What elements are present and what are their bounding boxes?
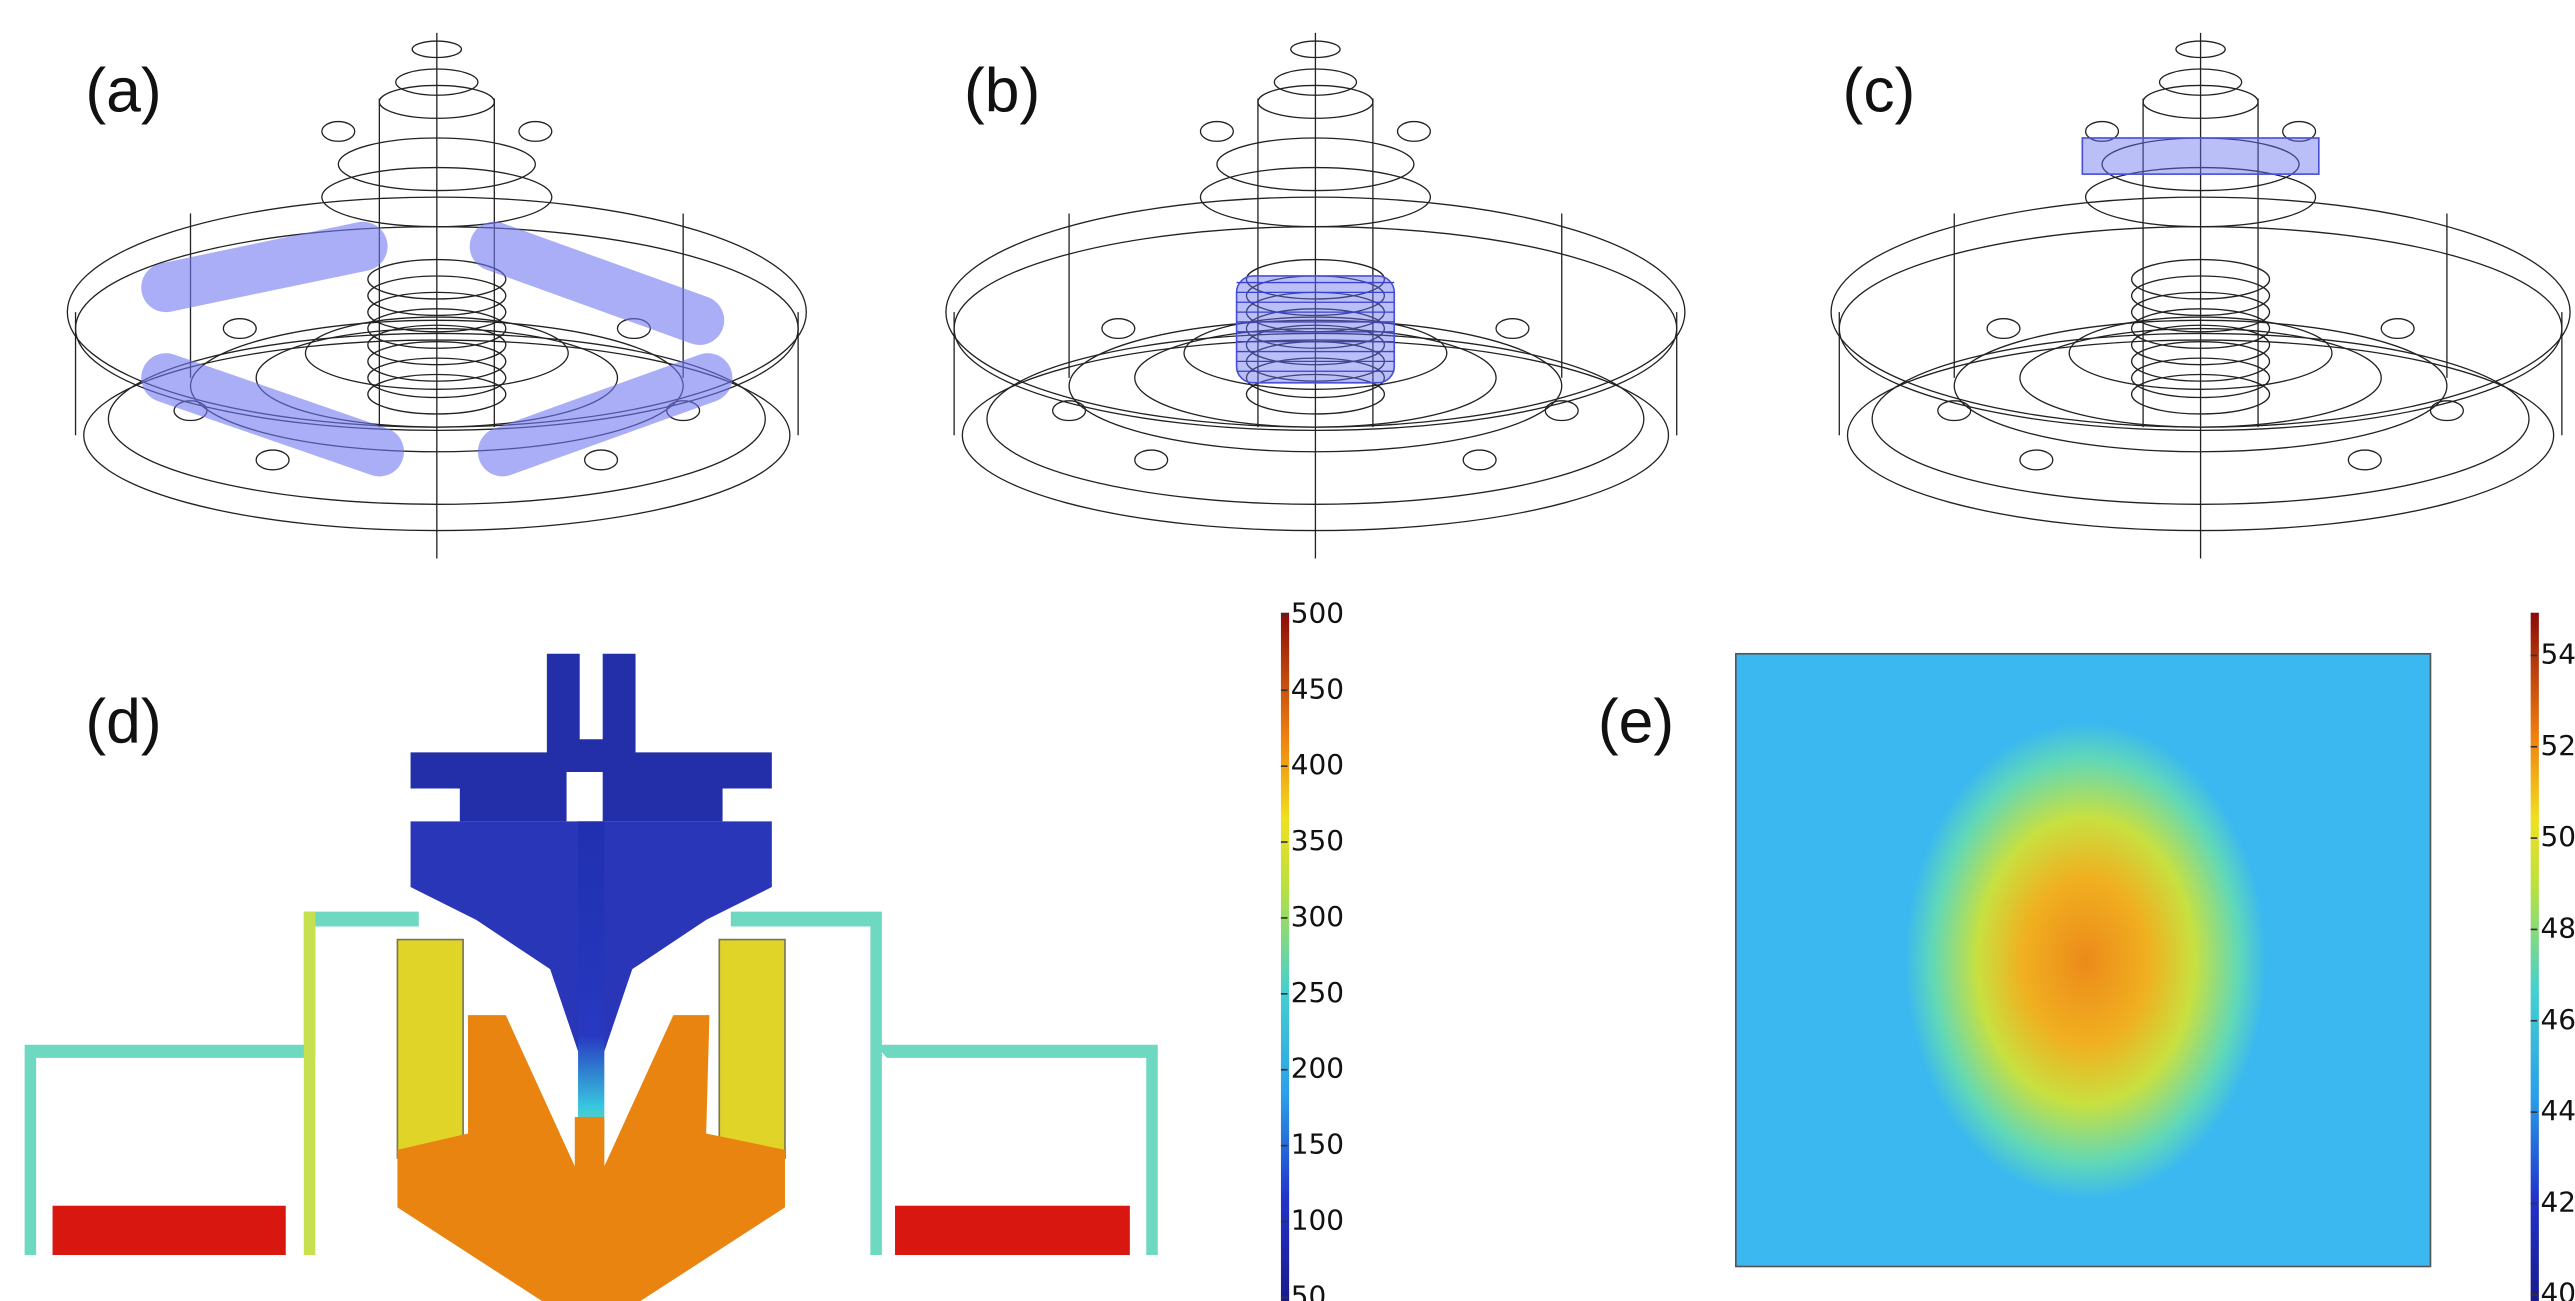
wireframe: [1831, 33, 2570, 559]
wire-post: [1938, 401, 1971, 421]
colorbar-tick-label: 40: [2541, 1277, 2575, 1301]
wire-post: [2020, 450, 2053, 470]
colorbar-tick-label: 50: [1291, 1279, 1327, 1301]
colorbar-tick-label: 200: [1291, 1052, 1344, 1085]
map-e: [1736, 654, 2431, 1267]
top-ring: [2082, 138, 2318, 174]
colorbar-tick-label: 48: [2541, 911, 2575, 944]
colorbar-tick-label: 300: [1291, 900, 1344, 933]
colorbar-e: [2531, 613, 2539, 1301]
wireframe: [67, 33, 806, 559]
colorbar-tick-label: 44: [2541, 1094, 2575, 1127]
colorbar-tick-label: 500: [1291, 596, 1344, 629]
wire-post: [1102, 319, 1135, 339]
wireframe: [946, 33, 1685, 559]
panel-label: (d): [85, 687, 161, 756]
colorbar-tick-label: 100: [1291, 1203, 1344, 1236]
wire-post: [2381, 319, 2414, 339]
panel-label: (a): [85, 57, 161, 126]
colorbar-d: [1281, 613, 1289, 1301]
page: {"panels": [{"label": "(a)"}, {"label": …: [0, 0, 2575, 1301]
colorbar-tick-label: 42: [2541, 1185, 2575, 1218]
wire-post: [2430, 401, 2463, 421]
wire-post: [223, 319, 256, 339]
wire-post: [2348, 450, 2381, 470]
wire-post: [256, 450, 289, 470]
wire-post: [1545, 401, 1578, 421]
colorbar-tick-label: 52: [2541, 729, 2575, 762]
wire-post: [1463, 450, 1496, 470]
wire-post: [1398, 122, 1431, 142]
wire-post: [322, 122, 355, 142]
wire-post: [1135, 450, 1168, 470]
heater-rod: [503, 378, 708, 452]
colorbar-tick-label: 250: [1291, 976, 1344, 1009]
panel-label: (c): [1843, 57, 1916, 126]
heater-rod: [166, 378, 379, 452]
wire-post: [1053, 401, 1086, 421]
wire-post: [1200, 122, 1233, 142]
colorbar-tick-label: 450: [1291, 672, 1344, 705]
panel-label: (e): [1598, 687, 1674, 756]
colorbar-tick-label: 46: [2541, 1003, 2575, 1036]
colorbar-tick-label: 54: [2541, 637, 2575, 670]
wire-post: [1987, 319, 2020, 339]
colorbar-tick-label: 50: [2541, 820, 2575, 853]
colorbar-tick-label: 400: [1291, 748, 1344, 781]
section-d: [25, 654, 1158, 1301]
panel-label: (b): [964, 57, 1040, 126]
colorbar-tick-label: 350: [1291, 824, 1344, 857]
heater-rod: [494, 246, 699, 320]
wire-post: [1496, 319, 1529, 339]
wire-post: [519, 122, 552, 142]
colorbar-tick-label: 150: [1291, 1128, 1344, 1161]
figure: (a) (b) (c) (d) (e) 500 450 400 350 300 250 200 150 1…: [0, 0, 2575, 1301]
wire-post: [585, 450, 618, 470]
